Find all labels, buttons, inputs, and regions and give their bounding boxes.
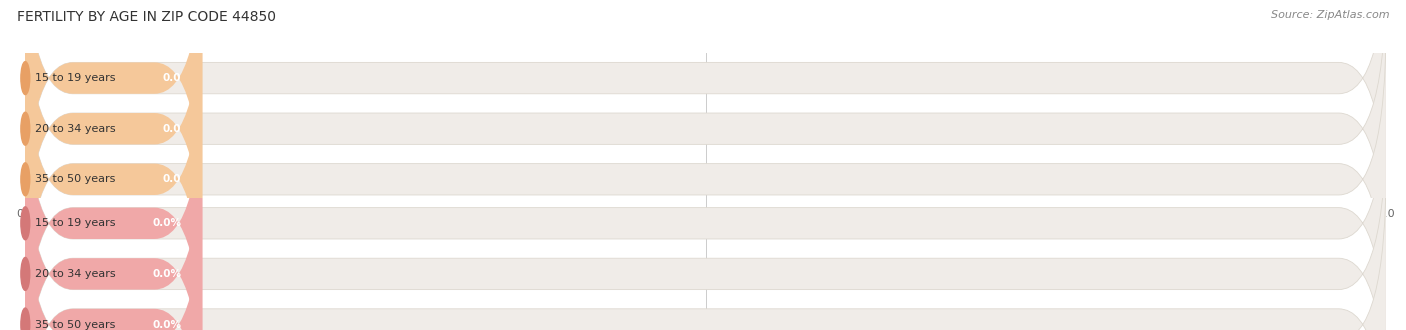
Text: Source: ZipAtlas.com: Source: ZipAtlas.com	[1271, 10, 1389, 20]
Text: 35 to 50 years: 35 to 50 years	[35, 319, 115, 329]
Text: 0.0%: 0.0%	[152, 218, 181, 228]
FancyBboxPatch shape	[25, 163, 202, 330]
Circle shape	[21, 207, 30, 240]
Text: 20 to 34 years: 20 to 34 years	[35, 269, 117, 279]
Text: 0.0: 0.0	[163, 124, 181, 134]
FancyBboxPatch shape	[25, 0, 202, 240]
Circle shape	[21, 163, 30, 196]
FancyBboxPatch shape	[25, 0, 202, 290]
Text: 0.0%: 0.0%	[152, 319, 181, 329]
Text: 35 to 50 years: 35 to 50 years	[35, 174, 115, 184]
Text: FERTILITY BY AGE IN ZIP CODE 44850: FERTILITY BY AGE IN ZIP CODE 44850	[17, 10, 276, 24]
FancyBboxPatch shape	[25, 113, 202, 330]
FancyBboxPatch shape	[25, 113, 1386, 330]
Circle shape	[21, 62, 30, 95]
Text: 0.0%: 0.0%	[152, 269, 181, 279]
FancyBboxPatch shape	[25, 18, 1386, 330]
Text: 0.0: 0.0	[163, 174, 181, 184]
Circle shape	[21, 112, 30, 145]
Circle shape	[21, 257, 30, 290]
FancyBboxPatch shape	[25, 163, 1386, 330]
FancyBboxPatch shape	[25, 62, 202, 330]
FancyBboxPatch shape	[25, 18, 202, 330]
Text: 0.0: 0.0	[163, 73, 181, 83]
Text: 15 to 19 years: 15 to 19 years	[35, 73, 117, 83]
Circle shape	[21, 308, 30, 330]
FancyBboxPatch shape	[25, 0, 1386, 240]
Text: 20 to 34 years: 20 to 34 years	[35, 124, 117, 134]
FancyBboxPatch shape	[25, 0, 1386, 290]
Text: 15 to 19 years: 15 to 19 years	[35, 218, 117, 228]
FancyBboxPatch shape	[25, 62, 1386, 330]
